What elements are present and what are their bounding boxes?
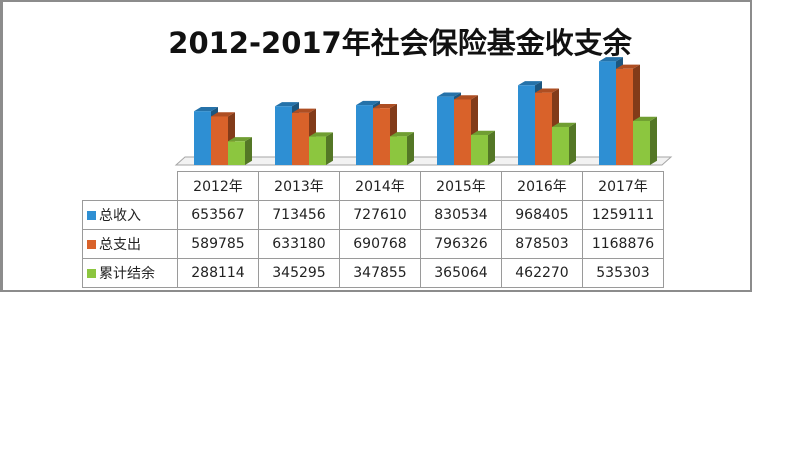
- category-label: 2016年: [501, 171, 583, 201]
- data-label: 288114: [177, 258, 259, 288]
- table-header-row: 2012年 2013年 2014年 2015年 2016年 2017年: [82, 171, 664, 201]
- bar-side: [407, 132, 414, 165]
- bar: [633, 120, 650, 165]
- bar-top: [471, 130, 495, 135]
- data-label: 796326: [420, 229, 502, 259]
- bar: [437, 96, 454, 165]
- table-corner: [82, 171, 178, 201]
- data-label: 830534: [420, 200, 502, 230]
- legend-swatch: [87, 269, 96, 278]
- bar-top: [228, 137, 252, 142]
- bar-side: [245, 137, 252, 165]
- bar-top: [616, 64, 640, 69]
- data-label: 1259111: [582, 200, 664, 230]
- data-label: 968405: [501, 200, 583, 230]
- bar-top: [292, 108, 316, 113]
- bar-top: [535, 88, 559, 93]
- bar: [518, 85, 535, 165]
- bar-top: [599, 57, 623, 62]
- bar: [211, 116, 228, 165]
- data-label: 878503: [501, 229, 583, 259]
- legend-swatch: [87, 211, 96, 220]
- bar-top: [437, 92, 461, 97]
- data-label: 1168876: [582, 229, 664, 259]
- bar-side: [650, 116, 657, 165]
- data-label: 462270: [501, 258, 583, 288]
- category-label: 2017年: [582, 171, 664, 201]
- bar: [454, 99, 471, 165]
- chart-title: 2012-2017年社会保险基金收支余: [168, 26, 632, 60]
- data-label: 690768: [339, 229, 421, 259]
- data-label: 633180: [258, 229, 340, 259]
- bar: [552, 126, 569, 165]
- bar-top: [518, 81, 542, 86]
- bar-side: [326, 132, 333, 165]
- bar-top: [390, 132, 414, 137]
- data-label: 365064: [420, 258, 502, 288]
- bar-top: [633, 116, 657, 121]
- bar-top: [552, 122, 576, 127]
- data-label: 345295: [258, 258, 340, 288]
- bar-top: [309, 132, 333, 137]
- data-label: 347855: [339, 258, 421, 288]
- bar-top: [194, 107, 218, 112]
- legend-entry-income: 总收入: [82, 200, 178, 230]
- data-label: 535303: [582, 258, 664, 288]
- bar: [292, 112, 309, 165]
- bar: [535, 92, 552, 165]
- data-label: 713456: [258, 200, 340, 230]
- bar: [309, 136, 326, 165]
- category-label: 2015年: [420, 171, 502, 201]
- table-row-balance: 累计结余 288114 345295 347855 365064 462270 …: [82, 258, 664, 288]
- table-row-expense: 总支出 589785 633180 690768 796326 878503 1…: [82, 229, 664, 259]
- bar-side: [488, 130, 495, 165]
- bar: [356, 105, 373, 165]
- series-label: 累计结余: [99, 266, 155, 282]
- bar-top: [275, 102, 299, 107]
- bar: [471, 134, 488, 165]
- bar-top: [356, 100, 380, 106]
- legend-swatch: [87, 240, 96, 249]
- bar: [194, 111, 211, 165]
- bar: [390, 136, 407, 165]
- series-label: 总支出: [99, 237, 141, 253]
- bar: [373, 108, 390, 165]
- bar-top: [211, 112, 235, 117]
- category-label: 2012年: [177, 171, 259, 201]
- data-label: 727610: [339, 200, 421, 230]
- data-label: 589785: [177, 229, 259, 259]
- bar: [599, 61, 616, 165]
- data-label: 653567: [177, 200, 259, 230]
- category-label: 2014年: [339, 171, 421, 201]
- series-label: 总收入: [99, 208, 141, 224]
- bar: [616, 68, 633, 165]
- legend-entry-balance: 累计结余: [82, 258, 178, 288]
- bar: [275, 106, 292, 165]
- legend-entry-expense: 总支出: [82, 229, 178, 259]
- bar-side: [569, 122, 576, 165]
- bar-top: [454, 95, 478, 100]
- category-label: 2013年: [258, 171, 340, 201]
- table-row-income: 总收入 653567 713456 727610 830534 968405 1…: [82, 200, 664, 230]
- data-table: 2012年 2013年 2014年 2015年 2016年 2017年 总收入 …: [82, 171, 664, 288]
- bar-top: [373, 103, 397, 109]
- bar: [228, 141, 245, 165]
